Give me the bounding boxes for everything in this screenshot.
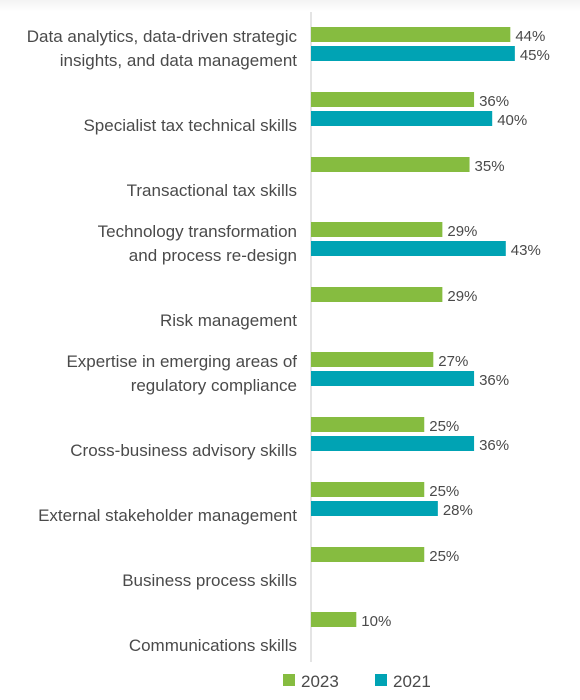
value-label-2021-5: 36%	[479, 372, 509, 389]
value-label-2023-4: 29%	[447, 288, 477, 305]
bar-2023-2	[311, 157, 470, 172]
bar-2023-9	[311, 612, 357, 627]
category-label-5-0: Expertise in emerging areas of	[66, 352, 297, 371]
bar-2023-1	[311, 92, 475, 107]
category-label-6-0: Cross-business advisory skills	[70, 441, 297, 460]
category-label-1-0: Specialist tax technical skills	[83, 116, 297, 135]
value-label-2023-9: 10%	[361, 613, 391, 630]
bar-2021-3	[311, 241, 506, 256]
category-label-9-0: Communications skills	[129, 636, 297, 655]
category-label-3-0: Technology transformation	[98, 222, 297, 241]
bar-2021-0	[311, 46, 515, 61]
category-label-3-1: and process re-design	[129, 246, 297, 265]
value-label-2023-0: 44%	[515, 28, 545, 45]
bar-2021-5	[311, 371, 475, 386]
bar-2023-8	[311, 547, 425, 562]
value-label-2023-3: 29%	[447, 223, 477, 240]
category-label-0-1: insights, and data management	[60, 51, 297, 70]
value-label-2021-7: 28%	[443, 502, 473, 519]
value-label-2023-1: 36%	[479, 93, 509, 110]
category-label-0-0: Data analytics, data-driven strategic	[27, 27, 298, 46]
value-label-2021-6: 36%	[479, 437, 509, 454]
bar-2023-0	[311, 27, 511, 42]
value-label-2021-0: 45%	[520, 47, 550, 64]
bar-2023-4	[311, 287, 443, 302]
legend-label-2021: 2021	[393, 672, 431, 691]
bar-2023-7	[311, 482, 425, 497]
legend-swatch-2021	[375, 674, 387, 686]
category-label-5-1: regulatory compliance	[131, 376, 297, 395]
value-label-2023-7: 25%	[429, 483, 459, 500]
bar-2023-3	[311, 222, 443, 237]
value-label-2021-3: 43%	[511, 242, 541, 259]
top-strip	[0, 0, 580, 12]
value-label-2021-1: 40%	[497, 112, 527, 129]
value-label-2023-8: 25%	[429, 548, 459, 565]
category-label-7-0: External stakeholder management	[38, 506, 297, 525]
bar-2021-6	[311, 436, 475, 451]
legend-swatch-2023	[283, 674, 295, 686]
value-label-2023-6: 25%	[429, 418, 459, 435]
bar-2023-5	[311, 352, 434, 367]
value-label-2023-5: 27%	[438, 353, 468, 370]
bar-2021-7	[311, 501, 438, 516]
category-label-4-0: Risk management	[160, 311, 297, 330]
category-label-2-0: Transactional tax skills	[127, 181, 297, 200]
bar-2021-1	[311, 111, 493, 126]
bar-2023-6	[311, 417, 425, 432]
category-label-8-0: Business process skills	[122, 571, 297, 590]
legend-label-2023: 2023	[301, 672, 339, 691]
value-label-2023-2: 35%	[475, 158, 505, 175]
